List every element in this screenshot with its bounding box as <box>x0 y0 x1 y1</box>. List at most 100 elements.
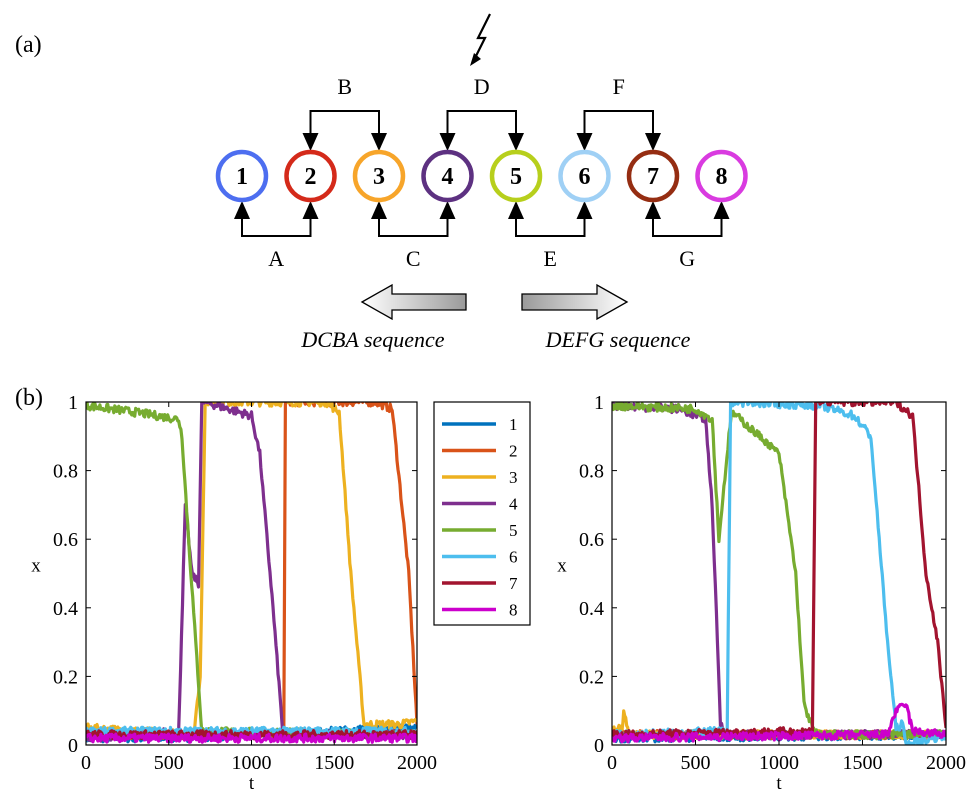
connection-label: G <box>679 246 695 271</box>
arrowhead-icon <box>234 201 250 219</box>
connection-label: D <box>474 74 490 99</box>
node-label: 7 <box>647 164 659 190</box>
plot-area <box>86 402 417 745</box>
node-label: 1 <box>236 164 248 190</box>
arrowhead-icon <box>439 201 456 219</box>
connection-D: D <box>439 74 524 151</box>
y-tick-label: 0.8 <box>53 461 78 483</box>
y-tick-label: 1 <box>68 392 78 414</box>
node-label: 5 <box>510 164 522 190</box>
y-tick-label: 1 <box>594 392 604 414</box>
legend-box <box>433 401 531 626</box>
series-line-8 <box>612 702 946 744</box>
node-label: 3 <box>373 164 385 190</box>
y-axis-label: x <box>31 556 41 577</box>
y-tick-label: 0.6 <box>579 529 604 551</box>
x-tick-label: 0 <box>607 752 617 774</box>
x-axis-label: t <box>776 773 782 794</box>
connection-C: C <box>371 201 456 271</box>
arrowhead-icon <box>713 201 730 219</box>
connection-label: A <box>268 246 284 271</box>
node-label: 2 <box>305 164 317 190</box>
y-tick-label: 0.2 <box>53 666 78 688</box>
right-sequence-arrow <box>521 283 629 321</box>
x-tick-label: 2000 <box>926 752 966 774</box>
node-circle <box>352 149 406 203</box>
arrowhead-icon <box>576 133 593 151</box>
x-tick-label: 1500 <box>314 752 354 774</box>
left-sequence-arrow <box>360 283 467 321</box>
arrowhead-icon <box>371 133 387 151</box>
arrowhead-icon <box>576 201 593 219</box>
arrowhead-icon <box>508 133 524 151</box>
y-tick-label: 0.2 <box>579 666 604 688</box>
legend-label: 2 <box>509 442 518 461</box>
node-2: 2 <box>284 149 337 203</box>
legend-item-7: 7 <box>442 574 518 593</box>
arrowhead-icon <box>439 133 456 151</box>
connections: B D F A C E G <box>234 74 730 271</box>
node-circle <box>626 149 680 203</box>
node-circle <box>489 149 543 203</box>
node-6: 6 <box>558 149 611 203</box>
y-axis-label: x <box>557 556 567 577</box>
arrowhead-icon <box>508 201 524 219</box>
arrowhead-icon <box>645 201 661 219</box>
legend-item-1: 1 <box>442 415 518 434</box>
arrowhead-icon <box>302 133 319 151</box>
y-tick-label: 0.4 <box>53 598 78 620</box>
series-line-8 <box>86 732 417 744</box>
x-tick-label: 1500 <box>843 752 883 774</box>
node-label: 8 <box>716 164 728 190</box>
y-tick-label: 0 <box>68 735 78 757</box>
node-8: 8 <box>695 149 748 203</box>
connection-B: B <box>302 74 387 151</box>
legend-label: 3 <box>509 468 518 487</box>
x-tick-label: 2000 <box>397 752 437 774</box>
connection-label: B <box>337 74 352 99</box>
lightning-bolt-icon <box>473 13 491 61</box>
x-tick-label: 500 <box>681 752 711 774</box>
node-label: 4 <box>442 164 454 190</box>
legend-label: 8 <box>509 601 518 620</box>
node-5: 5 <box>489 149 543 203</box>
panel-a: (a) B D F A C E G 1 2 3 4 5 6 7 8 DCBA sequence DEFG … <box>15 13 748 352</box>
legend-label: 7 <box>509 574 518 593</box>
y-tick-label: 0 <box>594 735 604 757</box>
y-tick-label: 0.6 <box>53 529 78 551</box>
legend-label: 4 <box>509 495 518 514</box>
arrowhead-icon <box>371 201 387 219</box>
legend-item-4: 4 <box>442 495 518 514</box>
node-7: 7 <box>626 149 680 203</box>
x-tick-label: 1000 <box>759 752 799 774</box>
x-tick-label: 0 <box>81 752 91 774</box>
legend-label: 1 <box>509 415 518 434</box>
legend-item-2: 2 <box>442 442 518 461</box>
node-circle <box>215 149 269 203</box>
legend-label: 5 <box>509 521 518 540</box>
connection-label: E <box>544 246 557 271</box>
legend-item-6: 6 <box>442 548 518 567</box>
legend: 1 2 3 4 5 6 7 8 <box>433 401 531 626</box>
panel-a-label: (a) <box>15 32 42 58</box>
right-sequence-label: DEFG sequence <box>545 327 691 352</box>
arrowhead-icon <box>645 133 661 151</box>
node-circle <box>421 149 474 203</box>
chart-left: 0 500 1000 1500 2000 0 0.2 0.4 0.6 0.8 1 t x <box>31 392 437 794</box>
panel-b-label: (b) <box>15 385 43 411</box>
legend-item-3: 3 <box>442 468 518 487</box>
lightning-arrowhead-icon <box>470 53 481 66</box>
node-circle <box>558 149 611 203</box>
connection-A: A <box>234 201 319 271</box>
connection-F: F <box>576 74 661 151</box>
node-circle <box>695 149 748 203</box>
connection-label: F <box>613 74 625 99</box>
node-3: 3 <box>352 149 406 203</box>
connection-G: G <box>645 201 730 271</box>
node-circle <box>284 149 337 203</box>
x-tick-label: 500 <box>154 752 184 774</box>
x-axis-label: t <box>249 773 255 794</box>
legend-label: 6 <box>509 548 518 567</box>
